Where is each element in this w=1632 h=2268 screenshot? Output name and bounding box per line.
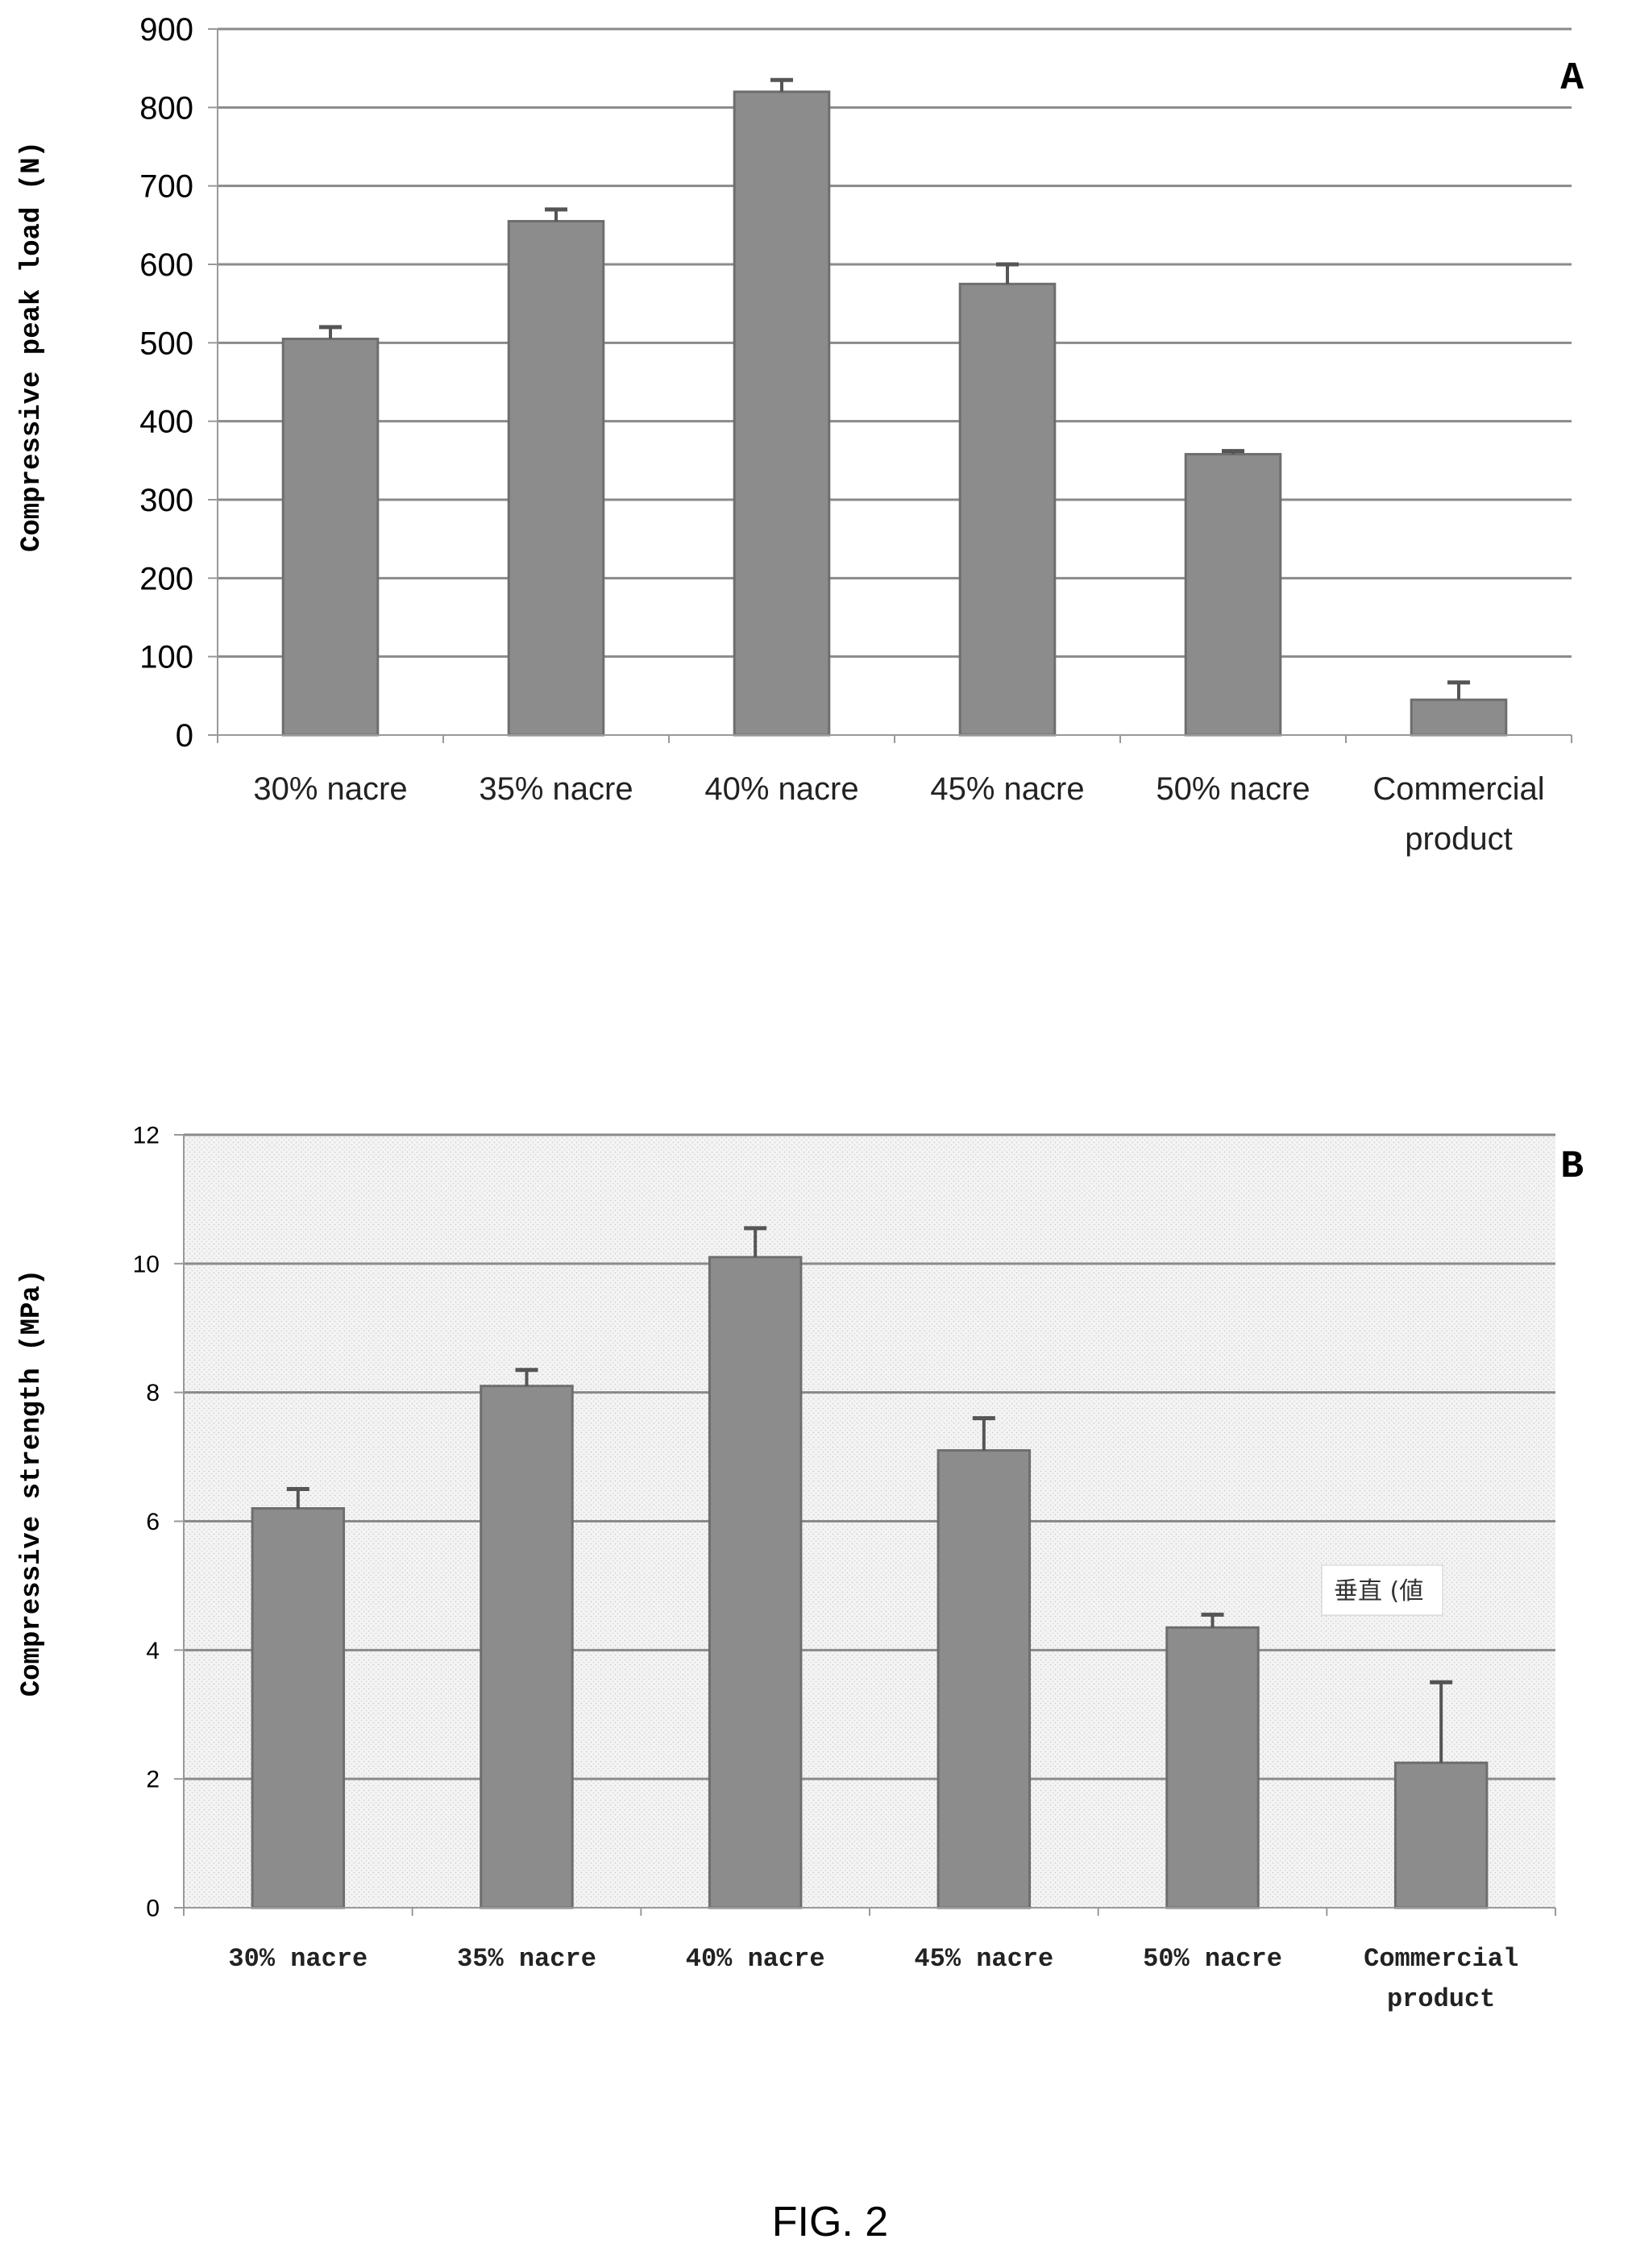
chart-b-panel-label: B [1560, 1145, 1584, 1189]
y-tick-label: 800 [139, 90, 193, 126]
x-tick-label: Commercial [1364, 1944, 1518, 1974]
bar [1165, 1626, 1260, 1909]
chart-a-bars [281, 77, 1508, 737]
chart-b-y-axis-label: Compressive strength (MPa) [17, 1269, 48, 1697]
y-tick-label: 100 [139, 640, 193, 675]
chart-a-y-axis-label: Compressive peak load (N) [17, 141, 48, 552]
bar [708, 1256, 803, 1909]
bar [1184, 453, 1282, 737]
x-tick-label: 45% nacre [930, 771, 1084, 807]
x-tick-label: 50% nacre [1143, 1944, 1282, 1974]
x-tick-label: 40% nacre [686, 1944, 825, 1974]
y-tick-label: 12 [133, 1123, 160, 1149]
x-tick-label: 45% nacre [914, 1944, 1053, 1974]
x-tick-label: 35% nacre [479, 771, 633, 807]
chart-b-bars [251, 1226, 1489, 1909]
chart-a-panel-label: A [1560, 57, 1584, 101]
y-tick-label: 2 [146, 1767, 160, 1793]
y-tick-label: 0 [146, 1896, 160, 1922]
y-tick-label: 6 [146, 1509, 160, 1535]
chart-a-x-ticks: 30% nacre 35% nacre 40% nacre 45% nacre 50% … [217, 735, 1572, 857]
bar [936, 1449, 1032, 1909]
x-tick-label: 50% nacre [1156, 771, 1310, 807]
y-tick-label: 200 [139, 561, 193, 596]
chart-a-gridlines [218, 27, 1572, 658]
x-tick-label: product [1387, 1984, 1495, 2014]
chart-b-annotation: 垂直 (値 [1334, 1577, 1423, 1605]
y-tick-label: 900 [139, 12, 193, 48]
y-tick-label: 4 [146, 1638, 160, 1664]
x-tick-label: 35% nacre [457, 1944, 596, 1974]
x-tick-label: 30% nacre [253, 771, 407, 807]
bar [1410, 698, 1508, 737]
bar [251, 1507, 346, 1909]
chart-b-annotation-box [1321, 1564, 1443, 1616]
figure-caption: FIG. 2 [772, 2199, 888, 2245]
y-tick-label: 0 [176, 718, 193, 754]
chart-b: 0 2 4 6 8 10 12 30% nacre 35% nacre 40% nacre 45%… [17, 1123, 1584, 2015]
x-tick-label: product [1405, 821, 1512, 857]
chart-b-gridlines [184, 1133, 1555, 1780]
y-tick-label: 600 [139, 247, 193, 283]
x-tick-label: Commercial [1372, 771, 1544, 807]
chart-a: 0 100 200 300 400 500 600 700 800 900 30% nacre 35… [17, 12, 1584, 857]
y-tick-label: 700 [139, 169, 193, 205]
bar [958, 282, 1057, 737]
bar [733, 90, 831, 737]
bar [507, 219, 605, 737]
y-tick-label: 8 [146, 1380, 160, 1406]
bar [1393, 1761, 1489, 1909]
bar [281, 337, 380, 737]
bar [480, 1385, 574, 1909]
x-tick-label: 30% nacre [228, 1944, 368, 1974]
y-tick-label: 10 [133, 1251, 160, 1277]
chart-b-x-ticks: 30% nacre 35% nacre 40% nacre 45% nacre 50% … [183, 1908, 1556, 2014]
y-tick-label: 400 [139, 405, 193, 440]
y-tick-label: 500 [139, 326, 193, 361]
y-tick-label: 300 [139, 483, 193, 518]
x-tick-label: 40% nacre [704, 771, 858, 807]
